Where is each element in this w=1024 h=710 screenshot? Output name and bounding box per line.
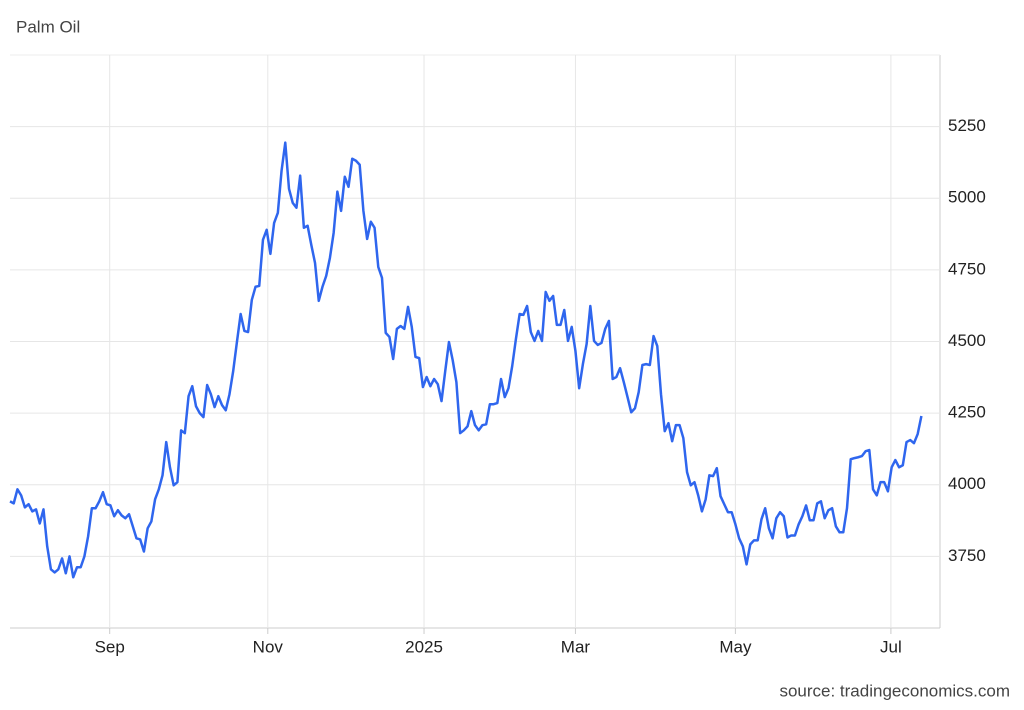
y-tick-label: 5000 [948,188,986,207]
x-tick-label: May [719,637,752,656]
y-tick-label: 4500 [948,331,986,350]
y-tick-label: 5250 [948,116,986,135]
y-tick-label: 3750 [948,546,986,565]
y-tick-label: 4000 [948,474,986,493]
y-tick-label: 4250 [948,403,986,422]
source: source: tradingeconomics.com [779,681,1010,700]
chart-title: Palm Oil [16,17,80,36]
x-tick-label: 2025 [405,637,443,656]
x-tick-label: Mar [561,637,591,656]
x-tick-label: Jul [880,637,902,656]
x-tick-label: Sep [95,637,125,656]
price-line [9,141,923,579]
x-tick-label: Nov [253,637,284,656]
y-tick-label: 4750 [948,259,986,278]
